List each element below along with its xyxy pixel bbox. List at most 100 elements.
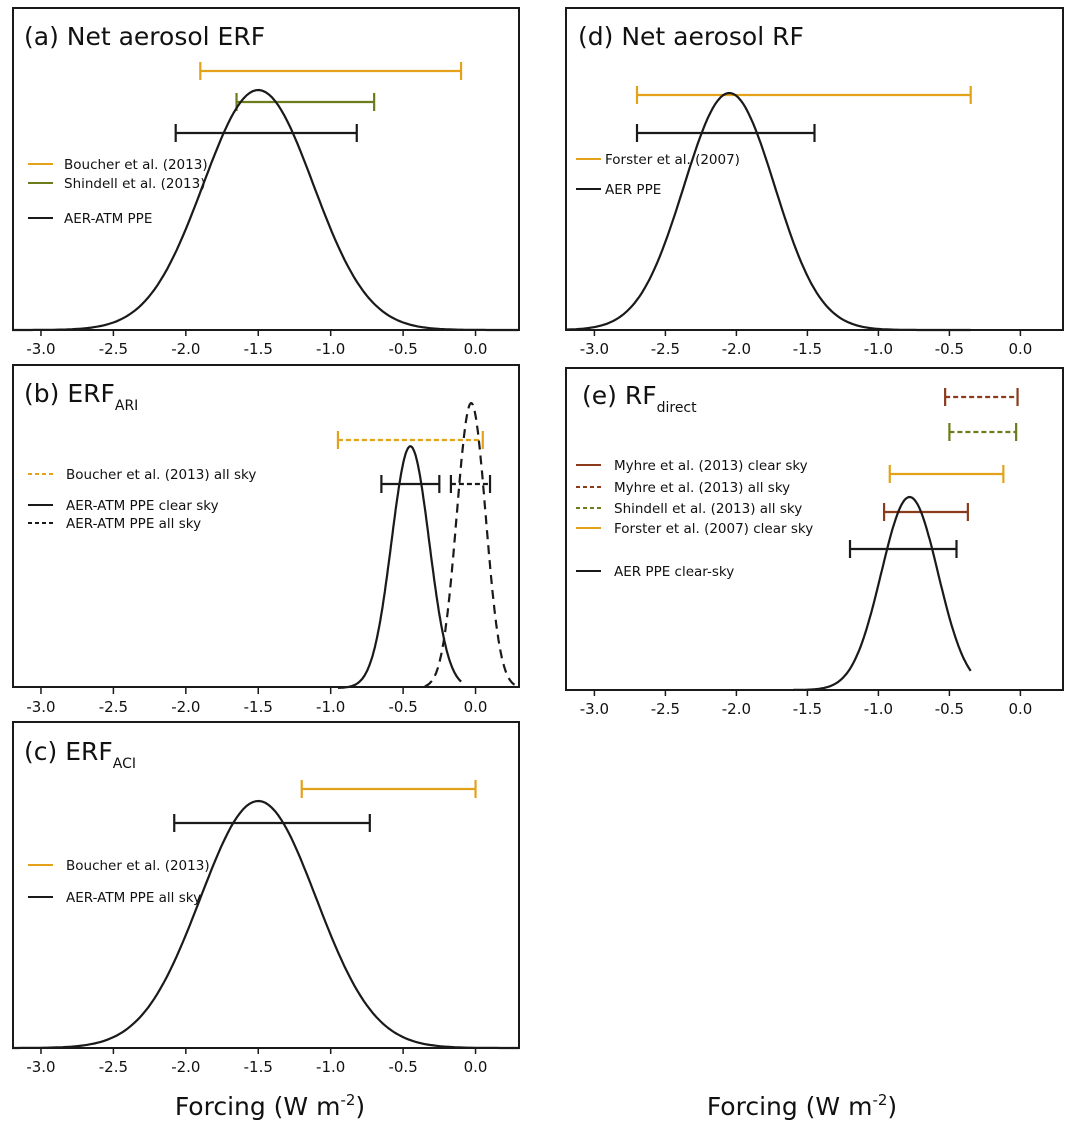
panel-e-x-axis: -3.0 -2.5 -2.0 -1.5 -1.0 -0.5 0.0 bbox=[580, 690, 1032, 718]
panel-d-title: (d) Net aerosol RF bbox=[578, 22, 804, 51]
x-tick-label: -3.0 bbox=[580, 340, 609, 358]
legend-label: AER-ATM PPE bbox=[64, 211, 152, 227]
x-tick-label: -1.5 bbox=[793, 340, 822, 358]
x-tick-label: 0.0 bbox=[1008, 340, 1032, 358]
range-bar bbox=[635, 86, 972, 104]
legend-label: Shindell et al. (2013) all sky bbox=[614, 501, 802, 517]
x-tick-label: -2.0 bbox=[171, 698, 200, 716]
panel-b: (b) ERFARI Boucher et al. (2013) all sky… bbox=[12, 364, 520, 716]
x-tick-label: -1.5 bbox=[793, 700, 822, 718]
x-tick-label: -0.5 bbox=[935, 340, 964, 358]
panel-d-ranges bbox=[635, 86, 972, 142]
panel-c-curves bbox=[12, 799, 519, 1050]
x-tick-label: -3.0 bbox=[26, 698, 55, 716]
x-tick-label: -2.0 bbox=[722, 700, 751, 718]
x-tick-label: -3.0 bbox=[580, 700, 609, 718]
panel-d-frame bbox=[565, 7, 1064, 331]
legend-label: Shindell et al. (2013) bbox=[64, 176, 206, 192]
x-tick-label: -2.5 bbox=[99, 1058, 128, 1076]
x-tick-label: -2.5 bbox=[651, 340, 680, 358]
range-bar bbox=[449, 475, 492, 493]
x-tick-label: 0.0 bbox=[464, 1058, 488, 1076]
range-bar bbox=[635, 124, 816, 142]
range-bar bbox=[235, 93, 376, 111]
legend-label: Forster et al. (2007) bbox=[605, 152, 740, 168]
x-tick-label: -1.0 bbox=[864, 700, 893, 718]
panel-a-curves bbox=[12, 88, 519, 332]
x-tick-label: -1.5 bbox=[244, 1058, 273, 1076]
panel-a: (a) Net aerosol ERF Boucher et al. (2013… bbox=[12, 7, 520, 358]
range-bar bbox=[300, 780, 477, 798]
density-curve bbox=[793, 495, 972, 692]
legend-label: Myhre et al. (2013) all sky bbox=[614, 480, 790, 496]
x-tick-label: -2.5 bbox=[99, 340, 128, 358]
panel-c-frame bbox=[12, 721, 520, 1049]
x-tick-label: -1.5 bbox=[244, 698, 273, 716]
legend-label: AER PPE bbox=[605, 182, 661, 198]
panel-e-ranges bbox=[848, 388, 1019, 558]
x-tick-label: -1.0 bbox=[864, 340, 893, 358]
x-tick-label: -1.0 bbox=[316, 340, 345, 358]
x-tick-label: -2.5 bbox=[651, 700, 680, 718]
panel-a-legend: Boucher et al. (2013) Shindell et al. (20… bbox=[28, 157, 208, 227]
x-axis-label-left: Forcing (W m-2) bbox=[175, 1091, 365, 1121]
x-tick-label: -3.0 bbox=[26, 1058, 55, 1076]
panel-b-x-axis: -3.0 -2.5 -2.0 -1.5 -1.0 -0.5 0.0 bbox=[26, 688, 487, 716]
x-tick-label: 0.0 bbox=[464, 698, 488, 716]
panel-c-ranges bbox=[173, 780, 477, 832]
x-tick-label: -2.0 bbox=[171, 1058, 200, 1076]
legend-label: AER-ATM PPE all sky bbox=[66, 516, 201, 532]
density-curve bbox=[565, 92, 971, 332]
panel-a-title: (a) Net aerosol ERF bbox=[24, 22, 265, 51]
panel-d-curves bbox=[565, 92, 971, 332]
x-tick-label: -0.5 bbox=[935, 700, 964, 718]
range-bar bbox=[888, 465, 1005, 483]
panel-e-legend: Myhre et al. (2013) clear sky Myhre et al… bbox=[576, 458, 813, 580]
legend-label: AER PPE clear-sky bbox=[614, 564, 734, 580]
range-bar bbox=[336, 431, 484, 449]
legend-label: Myhre et al. (2013) clear sky bbox=[614, 458, 808, 474]
panel-b-frame bbox=[12, 364, 520, 688]
range-bar bbox=[174, 124, 358, 142]
range-bar bbox=[948, 423, 1018, 441]
x-tick-label: -2.5 bbox=[99, 698, 128, 716]
legend-label: AER-ATM PPE clear sky bbox=[66, 498, 219, 514]
x-axis-label-right: Forcing (W m-2) bbox=[707, 1091, 897, 1121]
x-tick-label: -3.0 bbox=[26, 340, 55, 358]
panel-c-x-axis: -3.0 -2.5 -2.0 -1.5 -1.0 -0.5 0.0 bbox=[26, 1048, 487, 1076]
range-bar bbox=[199, 62, 463, 80]
panel-b-title: (b) ERFARI bbox=[24, 379, 138, 414]
panel-b-curves bbox=[337, 401, 517, 689]
panel-c-title: (c) ERFACI bbox=[24, 737, 136, 772]
x-tick-label: -1.5 bbox=[244, 340, 273, 358]
legend-label: Boucher et al. (2013) bbox=[64, 157, 208, 173]
legend-label: Boucher et al. (2013) bbox=[66, 858, 210, 874]
panel-b-legend: Boucher et al. (2013) all sky AER-ATM PPE… bbox=[28, 467, 256, 532]
range-bar bbox=[944, 388, 1019, 406]
panel-a-ranges bbox=[174, 62, 463, 142]
panel-c: (c) ERFACI Boucher et al. (2013) AER-ATM … bbox=[12, 721, 520, 1076]
panel-e: (e) RFdirect Myhre et al. (2013) clear s… bbox=[565, 367, 1064, 718]
x-tick-label: 0.0 bbox=[1008, 700, 1032, 718]
panel-a-frame bbox=[12, 7, 520, 331]
panel-b-ranges bbox=[336, 431, 492, 493]
x-tick-label: -0.5 bbox=[388, 698, 417, 716]
x-tick-label: 0.0 bbox=[464, 340, 488, 358]
density-curve bbox=[424, 401, 517, 688]
panel-d: (d) Net aerosol RF Forster et al. (2007)… bbox=[565, 7, 1064, 358]
panel-d-legend: Forster et al. (2007) AER PPE bbox=[576, 152, 740, 198]
x-tick-label: -1.0 bbox=[316, 698, 345, 716]
legend-label: Forster et al. (2007) clear sky bbox=[614, 521, 813, 537]
panel-e-curves bbox=[793, 495, 972, 692]
range-bar bbox=[380, 475, 441, 493]
x-tick-label: -2.0 bbox=[171, 340, 200, 358]
x-tick-label: -1.0 bbox=[316, 1058, 345, 1076]
x-tick-label: -2.0 bbox=[722, 340, 751, 358]
panel-d-x-axis: -3.0 -2.5 -2.0 -1.5 -1.0 -0.5 0.0 bbox=[580, 330, 1032, 358]
density-curve bbox=[12, 799, 519, 1050]
x-tick-label: -0.5 bbox=[388, 340, 417, 358]
density-curve bbox=[337, 445, 462, 689]
density-curve bbox=[12, 88, 519, 332]
legend-label: AER-ATM PPE all sky bbox=[66, 890, 201, 906]
